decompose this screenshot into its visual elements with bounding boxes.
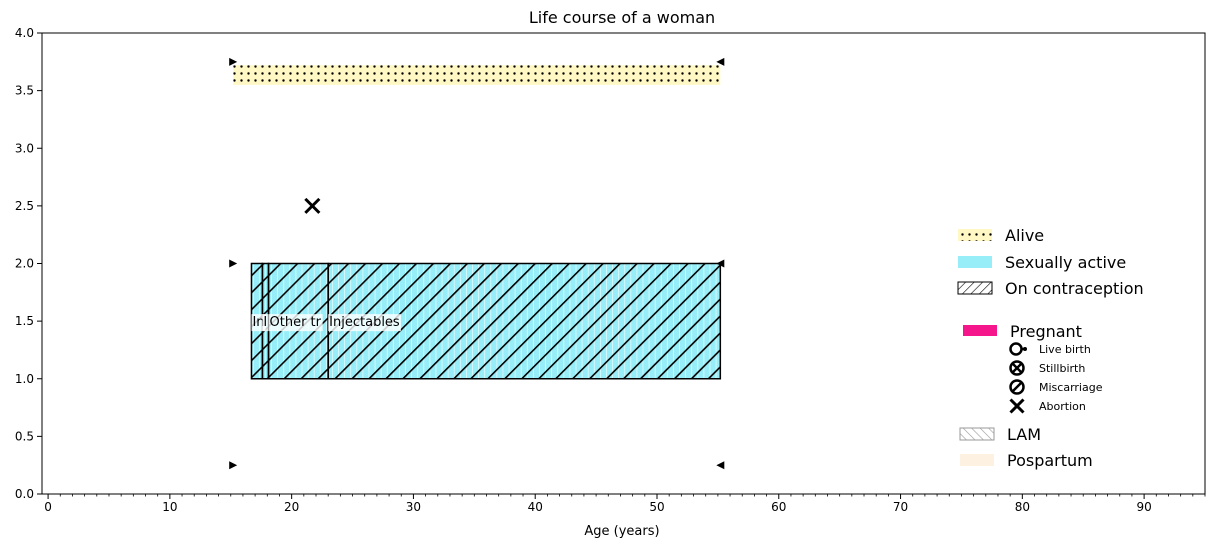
legend-miscarriage-label: Miscarriage [1039,381,1103,394]
legend-stillbirth-label: Stillbirth [1039,362,1085,375]
legend-sexually-active-swatch [958,256,992,268]
method-label-background [328,314,401,332]
y-tick-label: 4.0 [15,26,34,40]
start-marker [229,259,238,268]
method-label-background [251,314,266,332]
y-tick-label: 2.5 [15,199,34,213]
x-axis-label: Age (years) [584,524,659,539]
legend-contraception-label: On contraception [1005,279,1144,298]
legend-lam-label: LAM [1007,425,1041,444]
legend-abortion-label: Abortion [1039,400,1086,413]
x-tick-label: 0 [44,500,52,514]
x-tick-label: 80 [1015,500,1030,514]
method-label: I [263,315,267,330]
legend-postpartum-swatch [960,454,994,466]
legend-alive-swatch [958,229,992,241]
method-label: Other tr [270,315,322,330]
legend-pregnant-swatch [963,325,997,336]
legend-sexually-active-label: Sexually active [1005,253,1126,272]
chart-title: Life course of a woman [529,8,715,27]
x-tick-label: 50 [649,500,664,514]
stillbirth-icon [1009,360,1025,376]
alive-band [233,65,721,85]
end-marker [716,57,725,66]
x-tick-label: 20 [284,500,299,514]
method-label-background [262,314,269,332]
end-marker [716,461,725,470]
legend-pregnant-label: Pregnant [1010,322,1082,341]
x-tick-label: 60 [771,500,786,514]
y-tick-label: 1.5 [15,314,34,328]
y-tick-label: 0.0 [15,487,34,501]
miscarriage-icon [1009,379,1025,395]
legend-alive-label: Alive [1005,226,1044,245]
plot-area: InI Other tr Injectables [229,57,725,470]
legend-lam-swatch [959,427,995,441]
legend-live-birth-label: Live birth [1039,343,1091,356]
x-tick-label: 70 [893,500,908,514]
start-marker [229,57,238,66]
x-tick-label: 40 [528,500,543,514]
abortion-marker-stroke [304,197,321,214]
y-tick-label: 0.5 [15,429,34,443]
axes: 0 10 20 30 40 50 60 70 80 90 0.0 0.5 1.0 1.5 2.0 2.5 3.0… [15,26,1206,514]
method-label-background [268,314,323,332]
x-tick-label: 10 [162,500,177,514]
start-marker [229,461,238,470]
x-tick-label: 30 [406,500,421,514]
abortion-icon [1009,398,1025,414]
method-label: Injectables [329,315,400,330]
legend: Alive Sexually active On contraception P… [957,226,1144,470]
y-tick-label: 1.0 [15,372,34,386]
y-tick-label: 3.5 [15,84,34,98]
method-label: In [252,315,264,330]
legend-contraception-swatch [957,281,993,295]
legend-postpartum-label: Pospartum [1007,451,1093,470]
live-birth-icon [1009,342,1027,356]
end-marker [716,259,725,268]
y-tick-label: 2.0 [15,257,34,271]
y-tick-label: 3.0 [15,141,34,155]
x-tick-label: 90 [1136,500,1151,514]
abortion-marker [304,197,321,214]
